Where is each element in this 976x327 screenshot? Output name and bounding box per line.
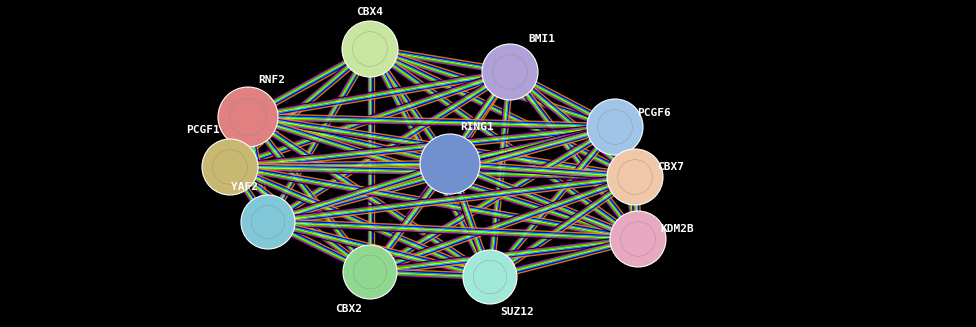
Text: CBX2: CBX2: [335, 304, 362, 314]
Text: BMI1: BMI1: [528, 34, 555, 44]
Circle shape: [343, 245, 397, 299]
Circle shape: [213, 150, 247, 184]
Text: KDM2B: KDM2B: [660, 224, 694, 234]
Circle shape: [352, 32, 387, 66]
Text: CBX7: CBX7: [657, 162, 684, 172]
Circle shape: [342, 21, 398, 77]
Circle shape: [607, 149, 663, 205]
Circle shape: [618, 160, 652, 194]
Circle shape: [251, 205, 285, 239]
Text: PCGF1: PCGF1: [186, 125, 220, 135]
Circle shape: [420, 134, 480, 194]
Text: SUZ12: SUZ12: [500, 307, 534, 317]
Text: RING1: RING1: [460, 122, 494, 132]
Circle shape: [241, 195, 295, 249]
Circle shape: [610, 211, 666, 267]
Circle shape: [597, 110, 632, 144]
Circle shape: [229, 98, 266, 136]
Circle shape: [463, 250, 517, 304]
Circle shape: [218, 87, 278, 147]
Text: CBX4: CBX4: [356, 7, 384, 17]
Circle shape: [473, 260, 507, 294]
Text: YAF2: YAF2: [231, 182, 258, 192]
Circle shape: [482, 44, 538, 100]
Circle shape: [431, 146, 468, 182]
Circle shape: [353, 255, 386, 289]
Text: RNF2: RNF2: [258, 75, 285, 85]
Circle shape: [493, 55, 527, 89]
Circle shape: [621, 222, 655, 256]
Circle shape: [202, 139, 258, 195]
Text: PCGF6: PCGF6: [637, 108, 671, 118]
Circle shape: [587, 99, 643, 155]
